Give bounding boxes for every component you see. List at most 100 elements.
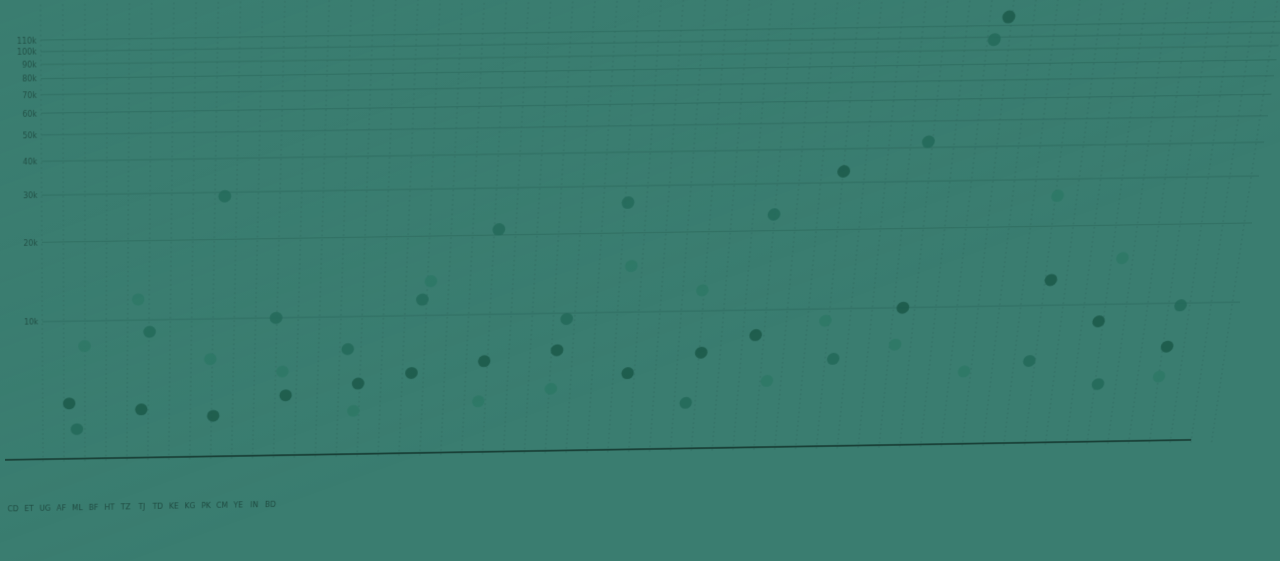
x-tick-label: ET (24, 505, 34, 513)
data-point (424, 275, 437, 287)
data-point (1173, 299, 1187, 311)
data-point (1002, 10, 1016, 23)
vertical-gridline (1003, 0, 1059, 448)
x-tick-label: AF (57, 504, 67, 512)
vertical-gridline (816, 0, 861, 452)
y-tick-label: 80k (22, 75, 37, 84)
y-tick-label: 110k (17, 36, 37, 45)
data-point (63, 397, 76, 409)
data-point (826, 353, 840, 365)
data-point (679, 397, 692, 409)
y-axis-ticks: 110k 100k 90k 80k 70k 60k 50k 40k 30k 20k 10k (17, 36, 39, 326)
data-point (472, 395, 485, 407)
vertical-gridline (378, 0, 396, 459)
data-point (1115, 252, 1129, 264)
horizontal-gridline (41, 45, 1280, 64)
data-point (270, 312, 283, 324)
x-tick-label: KE (169, 502, 179, 510)
vertical-gridline (899, 0, 949, 450)
vertical-gridline (983, 0, 1038, 449)
x-tick-label: KG (185, 502, 196, 510)
vertical-gridline (399, 0, 418, 459)
x-tick-label: BF (89, 504, 99, 512)
y-tick-label: 90k (22, 61, 37, 70)
data-point (132, 293, 145, 305)
horizontal-gridline (41, 94, 1280, 113)
vertical-gridline (503, 0, 528, 457)
x-tick-label: CD (7, 505, 18, 513)
data-point (749, 329, 763, 341)
x-tick-label: IN (250, 501, 258, 509)
x-tick-label: TZ (120, 503, 131, 511)
data-point (987, 33, 1001, 46)
vertical-gridline (1024, 0, 1081, 448)
data-point (1152, 370, 1166, 382)
vertical-gridline (252, 1, 262, 461)
data-point (1092, 315, 1106, 327)
data-point (695, 347, 708, 359)
x-axis-baseline (5, 440, 1191, 460)
data-point (71, 423, 83, 435)
horizontal-gridline (42, 302, 1249, 322)
vertical-gridline (315, 0, 329, 460)
y-tick-label: 40k (23, 158, 38, 167)
x-tick-label: YE (233, 501, 243, 509)
vertical-gridline (962, 0, 1015, 449)
y-tick-label: 30k (23, 191, 38, 200)
vertical-gridline (211, 2, 219, 462)
x-tick-label: BD (265, 501, 276, 509)
data-point (207, 410, 220, 422)
chart-plane: 110k 100k 90k 80k 70k 60k 50k 40k 30k 20k 10k CD ET… (0, 0, 1280, 528)
vertical-gridline (40, 4, 43, 464)
vertical-gridline (232, 1, 241, 461)
vertical-gridline (420, 0, 440, 458)
vertical-gridline (461, 0, 484, 458)
x-axis-ticks: CD ET UG AF ML BF HT TZ TJ TD KE KG PK CM YE IN BD (7, 501, 276, 513)
data-point (621, 196, 635, 209)
y-tick-label: 70k (22, 91, 37, 100)
vertical-gridline (63, 4, 64, 464)
vertical-gridline (106, 3, 107, 463)
vertical-gridline (837, 0, 883, 451)
x-tick-label: PK (201, 502, 211, 510)
vertical-gridline (587, 0, 618, 455)
data-point (78, 340, 91, 352)
vertical-gridline (336, 0, 351, 460)
data-point (837, 165, 851, 178)
x-tick-label: TD (152, 503, 163, 511)
data-point (767, 208, 781, 221)
horizontal-gridline (41, 60, 1280, 79)
data-point (405, 367, 418, 379)
data-point (896, 302, 910, 314)
data-point (621, 367, 634, 379)
scatter-chart: 110k100k90k80k70k60k50k40k30k20k10k CD ET… (0, 0, 1280, 528)
horizontal-gridline (42, 223, 1262, 243)
data-point (276, 365, 289, 377)
data-point (218, 190, 231, 203)
data-point (888, 339, 902, 351)
vertical-gridline (148, 3, 152, 463)
data-point (544, 383, 557, 395)
vertical-gridline (169, 2, 174, 462)
vertical-gridline (441, 0, 463, 458)
horizontal-gridline (41, 142, 1274, 161)
horizontal-gridline (41, 76, 1280, 95)
vertical-gridline (879, 0, 927, 451)
data-point (1022, 355, 1036, 367)
x-tick-label: HT (104, 503, 114, 511)
data-point (696, 284, 710, 296)
vertical-gridline (795, 0, 838, 452)
x-tick-label: ML (72, 504, 83, 512)
data-point (625, 260, 638, 272)
data-point (760, 375, 773, 387)
data-point (478, 355, 491, 367)
data-point (341, 343, 354, 355)
data-point (957, 365, 971, 377)
data-point (347, 405, 360, 417)
data-point (1091, 378, 1105, 390)
vertical-gridline (294, 0, 307, 460)
vertical-gridline (608, 0, 640, 455)
x-tick-label: UG (39, 505, 50, 513)
horizontal-gridline (41, 21, 1280, 40)
